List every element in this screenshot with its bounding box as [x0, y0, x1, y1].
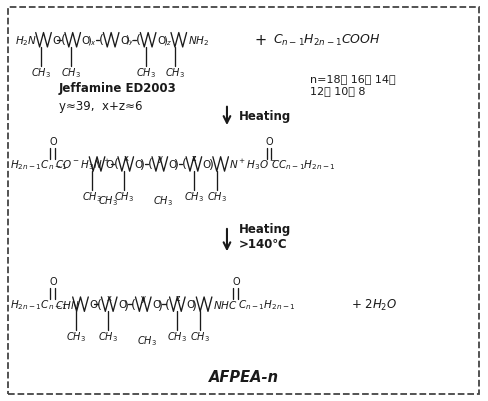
Text: Jeffamine ED2003: Jeffamine ED2003	[59, 82, 177, 95]
Text: $CH_3$: $CH_3$	[98, 194, 118, 207]
Text: $CC_{n-1}H_{2n-1}$: $CC_{n-1}H_{2n-1}$	[271, 158, 336, 171]
Text: $CH_3$: $CH_3$	[98, 330, 118, 343]
Text: O: O	[168, 160, 177, 170]
Text: $)$: $)$	[123, 297, 129, 312]
Text: $CH_3$: $CH_3$	[207, 190, 227, 203]
Text: x: x	[107, 294, 112, 302]
Text: (: (	[182, 158, 186, 171]
Text: $)$: $)$	[207, 157, 213, 172]
Text: n=18、 16、 14、
12、 10、 8: n=18、 16、 14、 12、 10、 8	[310, 74, 395, 95]
Text: O: O	[81, 36, 90, 46]
Text: O: O	[203, 160, 211, 170]
Text: (: (	[136, 34, 141, 47]
Text: $CH_3$: $CH_3$	[66, 330, 86, 343]
Text: (: (	[131, 298, 136, 311]
Text: O: O	[120, 36, 128, 46]
Text: $CH_3$: $CH_3$	[167, 330, 187, 343]
Text: $H_{2n-1}C_{n-1}$: $H_{2n-1}C_{n-1}$	[10, 158, 68, 171]
Text: $NHC$: $NHC$	[213, 298, 238, 310]
Text: $CO^-H_3N^+$: $CO^-H_3N^+$	[55, 157, 110, 172]
Text: $NH_2$: $NH_2$	[187, 34, 209, 48]
Text: (: (	[165, 298, 170, 311]
Text: $CHN$: $CHN$	[55, 298, 79, 310]
Text: Heating: Heating	[239, 110, 291, 123]
Text: O: O	[89, 300, 98, 310]
Text: O: O	[157, 36, 165, 46]
Text: O: O	[266, 136, 274, 146]
Text: y: y	[141, 294, 146, 302]
Text: $C_{n-1}H_{2n-1}COOH$: $C_{n-1}H_{2n-1}COOH$	[273, 33, 381, 48]
Text: $H_{2n-1}C_{n-1}$: $H_{2n-1}C_{n-1}$	[10, 298, 68, 311]
Text: $CH_3$: $CH_3$	[165, 66, 185, 79]
Text: $)$: $)$	[191, 297, 197, 312]
Text: $CH_3$: $CH_3$	[190, 330, 210, 343]
Text: +: +	[255, 33, 267, 48]
Text: O: O	[49, 136, 57, 146]
Text: (: (	[148, 158, 153, 171]
Text: y: y	[157, 154, 163, 162]
Text: y≈39,  x+z≈6: y≈39, x+z≈6	[59, 100, 142, 113]
Text: $+\ 2H_2O$: $+\ 2H_2O$	[351, 297, 397, 312]
Text: (: (	[99, 34, 104, 47]
Text: O: O	[135, 160, 143, 170]
Text: Heating
>140℃: Heating >140℃	[239, 223, 291, 251]
Text: $H_2N$: $H_2N$	[15, 34, 38, 48]
Text: $)$: $)$	[173, 157, 179, 172]
Text: $CH_3$: $CH_3$	[31, 66, 51, 79]
Text: $CH_3$: $CH_3$	[61, 66, 81, 79]
Text: $)$: $)$	[140, 157, 145, 172]
Text: O: O	[186, 300, 194, 310]
Text: $CH_3$: $CH_3$	[137, 334, 157, 347]
Text: O: O	[106, 160, 114, 170]
Text: O: O	[152, 300, 160, 310]
Text: O: O	[49, 276, 57, 286]
Text: O: O	[232, 276, 240, 286]
Text: x: x	[123, 154, 128, 162]
Text: $C_{n-1}H_{2n-1}$: $C_{n-1}H_{2n-1}$	[238, 298, 295, 311]
Text: (: (	[97, 298, 102, 311]
Text: $)_x$: $)_x$	[87, 34, 97, 47]
Text: (: (	[114, 158, 119, 171]
Text: $N^+H_3O^-$: $N^+H_3O^-$	[229, 157, 278, 172]
Text: $)$: $)$	[157, 297, 163, 312]
Text: $)_y$: $)_y$	[125, 33, 135, 48]
Text: $CH_3$: $CH_3$	[82, 190, 102, 203]
Text: $CH_3$: $CH_3$	[136, 66, 156, 79]
Text: $CH_3$: $CH_3$	[153, 194, 173, 207]
Text: z: z	[175, 294, 180, 302]
Text: O: O	[118, 300, 126, 310]
Text: $)_z$: $)_z$	[163, 34, 172, 47]
Text: $CH_3$: $CH_3$	[184, 190, 204, 203]
Text: $CH_3$: $CH_3$	[114, 190, 134, 203]
Text: AFPEA-n: AFPEA-n	[209, 369, 279, 384]
Text: (: (	[61, 34, 65, 47]
Text: O: O	[52, 36, 61, 46]
Text: z: z	[192, 154, 196, 162]
